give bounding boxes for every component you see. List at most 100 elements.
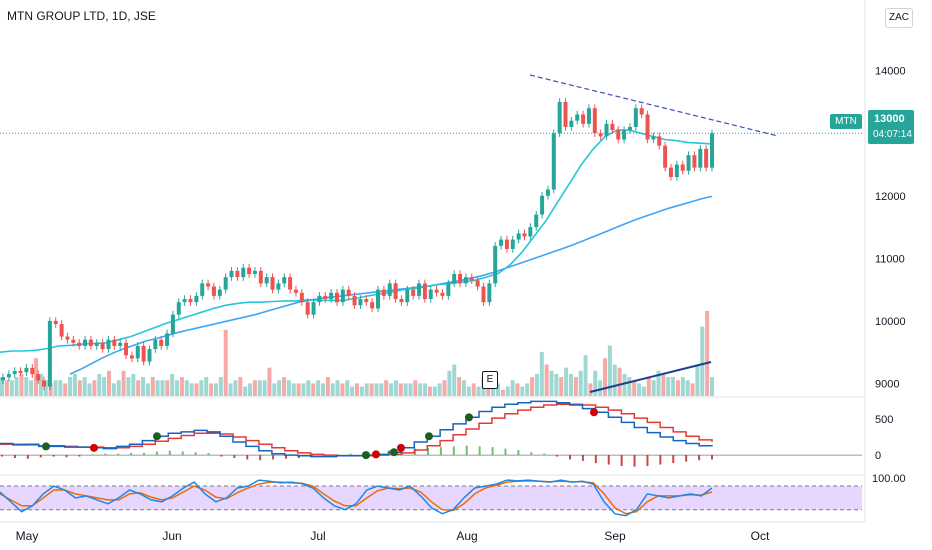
chart-title[interactable]: MTN GROUP LTD, 1D, JSE [7,9,156,23]
candle-body [217,289,222,296]
volume-bar [243,386,248,396]
currency-button[interactable]: ZAC [885,8,913,28]
volume-bar [641,386,646,396]
volume-bar [111,383,116,396]
candle-body [270,277,275,290]
candle-body [417,283,422,296]
volume-bar [291,383,296,396]
candle-body [311,302,316,315]
volume-bar [423,383,428,396]
candle-body [206,283,211,287]
candle-body [124,342,129,356]
candle-body [680,164,685,171]
volume-bar [690,383,695,396]
volume-bar [340,383,345,396]
volume-bar [666,377,671,396]
candle-body [258,270,263,284]
volume-bar [573,377,578,396]
candle-body [393,283,398,300]
macd-histogram-bar [220,455,223,457]
stoch-rsi-pane[interactable]: 100.00 [0,473,906,517]
macd-histogram-bar [478,446,481,456]
volume-bar [457,377,462,396]
volume-bar [461,380,466,396]
candle-body [522,233,527,237]
candle-body [358,299,363,306]
volume-bar [530,377,535,396]
volume-bar [359,386,364,396]
macd-histogram-bar [530,452,533,456]
volume-bar [320,383,325,396]
volume-trend-line [589,361,712,393]
macd-histogram-bar [594,455,597,464]
candle-body [657,136,662,146]
macd-histogram-bar [310,455,313,457]
candle-body [493,245,498,284]
candle-body [165,333,170,346]
candle-body [633,108,638,127]
volume-bar [534,373,539,396]
volume-bar [554,373,559,396]
macd-histogram-bar [698,455,701,461]
candle-body [77,342,82,346]
volume-bar [277,380,282,396]
macd-tick-label: 500 [875,414,893,426]
volume-bar [335,380,340,396]
macd-histogram-bar [711,455,713,460]
volume-bar [637,383,642,396]
time-axis: May Jun Jul Aug Sep Oct [16,529,770,543]
volume-bar [311,383,316,396]
last-price-value: 13000 [874,113,905,125]
volume-bar [384,380,389,396]
resistance-trendline [529,74,779,137]
volume-bar [466,386,471,396]
candle-body [616,130,621,140]
volume-bar [549,370,554,396]
macd-histogram-bar [685,455,688,462]
y-tick-label: 11000 [875,253,905,265]
macd-histogram-bar [39,455,42,458]
candle-body [6,374,11,378]
volume-bar [583,355,588,396]
x-tick-label: Jul [310,529,325,543]
candle-body [340,289,345,303]
macd-histogram-bar [285,455,287,459]
candle-body [510,239,515,249]
volume-bar [325,377,330,396]
macd-histogram-bar [130,452,133,456]
volume-bar [204,377,209,396]
candle-body [610,123,615,131]
volume-bar [544,364,549,396]
volume-bar [63,383,68,396]
volume-bar [14,377,19,396]
macd-cross-dot [397,443,405,452]
candle-body [475,280,480,287]
macd-histogram-bar [297,455,300,459]
volume-bar [379,383,384,396]
volume-bar [374,383,379,396]
macd-pane[interactable]: 500 0 [0,400,893,467]
candle-body [663,145,668,168]
volume-bar [4,380,9,396]
volume-bar [505,386,510,396]
candle-body [141,345,146,362]
candle-body [118,342,123,346]
volume-bar [330,383,335,396]
volume-bar [92,380,97,396]
candle-body [458,274,463,284]
macd-histogram-bar [155,451,158,456]
volume-bar [58,380,63,396]
volume-bar [38,373,43,396]
candle-body [334,292,339,303]
volume-bar [651,380,656,396]
earnings-marker[interactable]: E [482,371,498,389]
volume-bar [588,383,593,396]
volume-bar [539,351,544,396]
candle-body [247,267,252,274]
candle-body [83,339,88,346]
candle-body [428,289,433,300]
candle-body [88,339,93,346]
price-pane[interactable]: 14000 13000 12000 11000 10000 9000 [0,66,906,396]
volume-bar [296,383,301,396]
